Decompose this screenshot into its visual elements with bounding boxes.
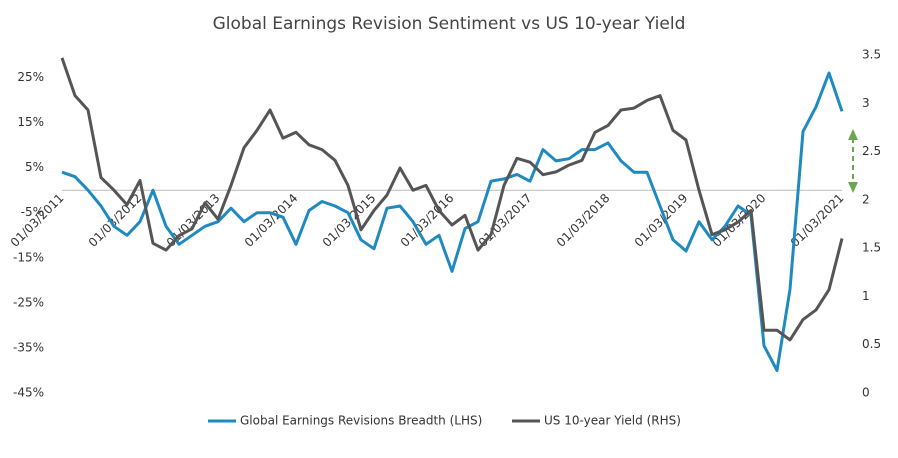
series-line: [60, 57, 844, 342]
y2-tick-label: 1: [862, 289, 870, 303]
y-tick-label: -35%: [13, 340, 44, 354]
chart-title: Global Earnings Revision Sentiment vs US…: [213, 14, 686, 34]
y2-tick-label: 3.5: [862, 48, 881, 62]
x-tick-label: 01/03/2015: [320, 191, 379, 250]
series-line: [61, 71, 844, 372]
y-tick-label: -5%: [21, 205, 44, 219]
legend-label: Global Earnings Revisions Breadth (LHS): [240, 414, 482, 428]
y2-tick-label: 3: [862, 96, 870, 110]
y-tick-label: -15%: [13, 250, 44, 264]
y-tick-label: 15%: [17, 115, 44, 129]
x-tick-label: 01/03/2018: [554, 191, 613, 250]
y-tick-label: -45%: [13, 386, 44, 400]
legend-label: US 10-year Yield (RHS): [544, 414, 681, 428]
y2-tick-label: 1.5: [862, 241, 881, 255]
annotation-arrow: [848, 129, 858, 193]
y2-tick-label: 0: [862, 386, 870, 400]
x-tick-label: 01/03/2014: [242, 191, 301, 250]
y2-tick-label: 2.5: [862, 144, 881, 158]
y2-tick-label: 2: [862, 192, 870, 206]
x-tick-label: 01/03/2011: [8, 191, 67, 250]
x-tick-label: 01/03/2019: [632, 191, 691, 250]
y-tick-label: 5%: [25, 160, 44, 174]
y2-tick-label: 0.5: [862, 337, 881, 351]
y-tick-label: 25%: [17, 70, 44, 84]
y-tick-label: -25%: [13, 295, 44, 309]
